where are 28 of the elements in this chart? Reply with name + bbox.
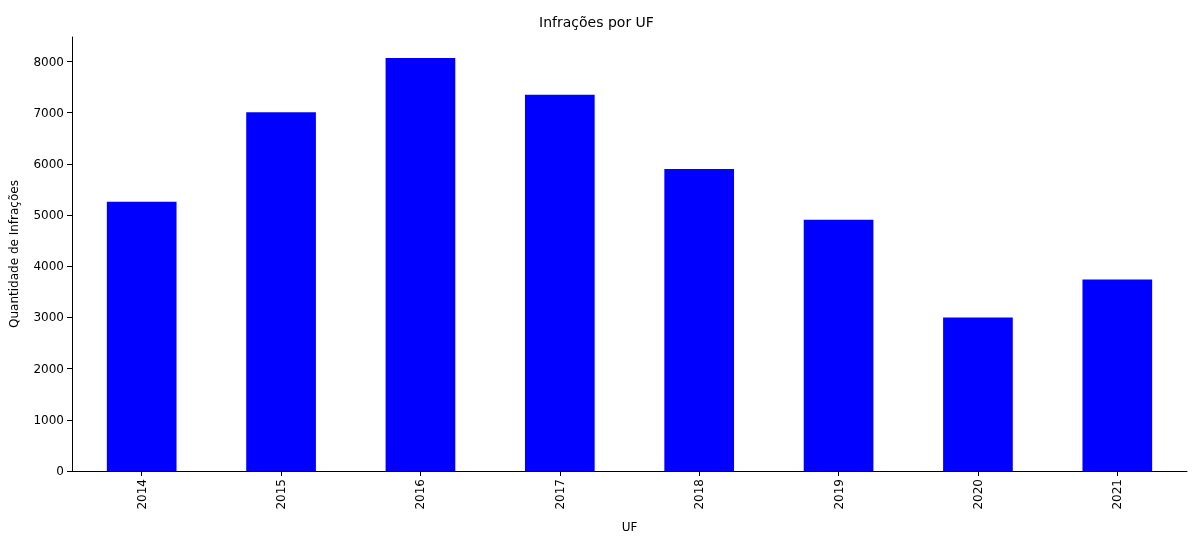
y-tick-label: 1000 bbox=[33, 412, 64, 427]
x-tick-label: 2019 bbox=[831, 479, 846, 510]
y-tick-label: 7000 bbox=[33, 105, 64, 120]
y-tick-label: 0 bbox=[56, 464, 64, 478]
bar bbox=[803, 219, 874, 471]
bar bbox=[106, 201, 177, 471]
x-tick-label: 2021 bbox=[1110, 479, 1125, 510]
y-tick-label: 4000 bbox=[33, 259, 64, 274]
y-tick-label: 5000 bbox=[33, 208, 64, 223]
bar bbox=[664, 169, 735, 471]
chart-title: Infrações por UF bbox=[539, 14, 654, 30]
y-tick-label: 6000 bbox=[33, 156, 64, 171]
bar bbox=[246, 112, 316, 471]
x-tick-label: 2016 bbox=[413, 479, 428, 510]
bar bbox=[943, 317, 1013, 471]
y-tick-label: 3000 bbox=[33, 310, 64, 325]
bar bbox=[385, 57, 456, 471]
x-tick-label: 2014 bbox=[134, 479, 149, 510]
x-axis-title: UF bbox=[621, 520, 638, 534]
x-tick-label: 2015 bbox=[274, 479, 289, 510]
y-tick-label: 8000 bbox=[33, 54, 64, 69]
bar bbox=[1082, 279, 1153, 471]
x-tick-label: 2018 bbox=[692, 479, 707, 510]
y-tick-label: 2000 bbox=[33, 361, 64, 376]
y-axis-title: Quantidade de Infrações bbox=[7, 180, 21, 328]
x-tick-label: 2020 bbox=[970, 479, 985, 510]
x-tick-label: 2017 bbox=[552, 479, 567, 510]
bar bbox=[524, 94, 595, 471]
